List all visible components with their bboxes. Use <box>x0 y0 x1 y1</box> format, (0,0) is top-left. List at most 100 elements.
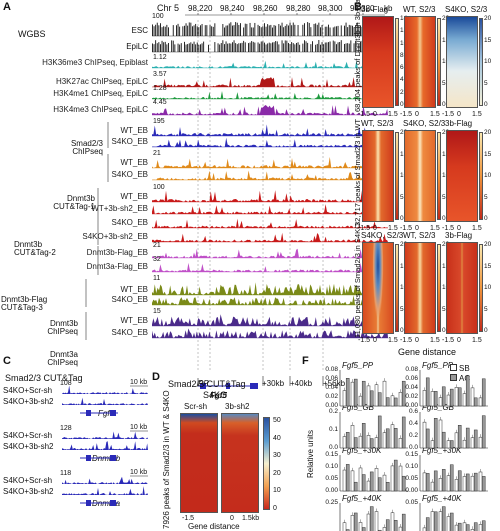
f-bar-ac <box>345 378 350 407</box>
wgbs-bar <box>252 27 254 36</box>
f-bar-sb <box>422 472 427 492</box>
wgbs-bar <box>291 25 293 36</box>
track-signal <box>152 77 388 87</box>
f-bar-sb <box>382 380 387 407</box>
f-bar-ac <box>457 387 462 407</box>
wgbs-bar <box>340 40 342 52</box>
wgbs-bar <box>156 22 158 36</box>
wgbs-bar <box>208 44 209 52</box>
wgbs-bar <box>187 25 189 36</box>
wgbs-bar <box>222 40 224 52</box>
wgbs-bar <box>158 25 160 36</box>
wgbs-bar <box>264 42 265 52</box>
f-bar-sb <box>438 478 443 492</box>
wgbs-bar <box>243 27 245 36</box>
wgbs-bar <box>302 24 304 36</box>
wgbs-bar <box>190 42 192 52</box>
exon <box>226 383 230 389</box>
wgbs-bar <box>152 24 153 36</box>
track-label-18: WT_EB <box>120 316 148 325</box>
f-ytick-2-1: 0.1 <box>328 426 338 433</box>
f-bar-sb <box>382 432 387 449</box>
wgbs-bar <box>273 42 275 52</box>
f-ytick-0-4: 0.00 <box>325 402 338 409</box>
wgbs-bar <box>276 41 278 52</box>
c-exon <box>110 455 116 461</box>
track-3 <box>152 77 388 88</box>
b-colorbar-2-0 <box>395 244 399 332</box>
b-xtick-2-0-2: 1.5 <box>388 337 398 344</box>
wgbs-bar <box>161 27 163 36</box>
wgbs-bar <box>334 41 336 52</box>
wgbs-bar <box>238 43 240 52</box>
b-heatmap-0-0 <box>362 16 394 108</box>
wgbs-bar <box>249 42 251 52</box>
wgbs-bar <box>187 44 189 52</box>
b-xtick-0-2-1: 0 <box>457 111 461 118</box>
wgbs-bar <box>240 43 241 52</box>
b-colorbar-1-2 <box>479 132 483 220</box>
b-colorbar-0-2 <box>479 18 483 106</box>
track-11 <box>152 204 388 215</box>
b-heatmap-0-2 <box>446 16 478 108</box>
wgbs-bar <box>230 22 232 36</box>
f-bar-sb <box>398 438 403 449</box>
c-track-signal <box>62 486 148 495</box>
wgbs-bar <box>228 43 230 52</box>
wgbs-bar <box>267 24 269 36</box>
b-scale-1-2-3: 5 <box>484 193 488 201</box>
wgbs-bar <box>248 43 249 52</box>
b-colorbar-0-0 <box>395 18 399 106</box>
f-bar-ac <box>425 377 430 407</box>
group-dnmt3b-chip: Dnmt3b ChIPseq <box>47 319 78 336</box>
wgbs-bar <box>340 25 342 36</box>
wgbs-bar <box>262 26 264 36</box>
wgbs-bar <box>307 42 309 52</box>
wgbs-bar <box>236 22 238 36</box>
b-col-title-2-0: S4KO, S2/3 <box>361 231 404 240</box>
wgbs-bar <box>254 42 256 52</box>
f-ytick-4-1: 0.10 <box>325 463 338 470</box>
track-signal <box>152 314 388 326</box>
wgbs-bar <box>312 41 313 52</box>
panel-f-label: F <box>302 355 309 367</box>
f-bar-ac <box>345 432 350 449</box>
f-bar-sb <box>358 522 363 531</box>
wgbs-bar <box>200 25 201 36</box>
f-ytick-1-1: 0.06 <box>405 375 418 382</box>
f-bar-sb <box>366 435 371 449</box>
wgbs-bar <box>275 25 277 36</box>
track-13 <box>152 232 388 243</box>
wgbs-bar <box>244 23 246 36</box>
wgbs-bar <box>254 22 256 36</box>
wgbs-bar <box>155 24 157 36</box>
wgbs-bar <box>260 41 262 52</box>
f-bar-ac <box>385 428 390 449</box>
f-ytick-5-3: 0.00 <box>405 487 418 494</box>
b-scale-0-0-6: 2 <box>400 88 404 96</box>
d-heatmap-1 <box>180 413 218 513</box>
f-bar-sb <box>374 384 379 407</box>
f-bar-sb <box>454 432 459 449</box>
b-heatmap-1-2 <box>446 130 478 222</box>
f-bar-ac <box>369 390 374 407</box>
wgbs-bar <box>326 26 328 36</box>
wgbs-bar <box>204 25 206 36</box>
group-flag-cut3: Dnmt3b-Flag CUT&Tag-3 <box>1 295 48 312</box>
f-bar-sb <box>390 395 395 407</box>
f-bar-ac <box>473 522 478 531</box>
track-scale-3: 3.57 <box>153 71 167 78</box>
panel-c-tracks <box>62 385 148 506</box>
gene-pp-label: PP <box>198 379 209 388</box>
wgbs-bar <box>304 23 305 36</box>
f-bar-sb <box>366 513 371 531</box>
wgbs-bar <box>241 42 243 52</box>
b-scale-2-1-2: 10 <box>442 284 449 292</box>
b-xtick-0-1-0: -1.5 <box>400 111 413 118</box>
wgbs-bar <box>336 26 337 36</box>
wgbs-bar <box>259 43 261 52</box>
wgbs-bar <box>214 42 216 52</box>
mark-40kb: +40kb <box>290 379 313 388</box>
wgbs-bar <box>225 25 227 36</box>
wgbs-bar <box>318 22 320 36</box>
